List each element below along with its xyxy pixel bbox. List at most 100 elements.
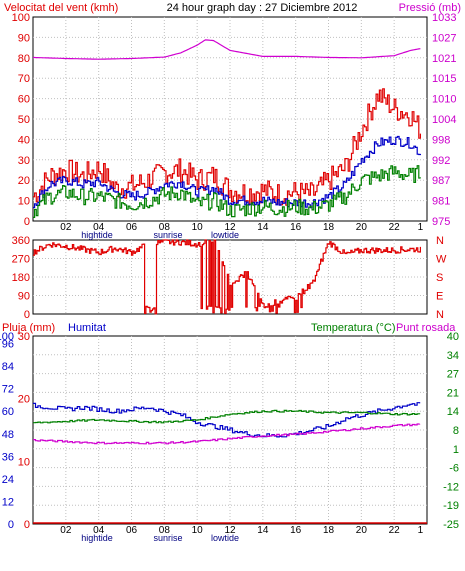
wind-tick-label: 60 bbox=[18, 94, 30, 106]
x-tick-label: 12 bbox=[224, 525, 236, 536]
x-tick-label: 06 bbox=[126, 525, 138, 536]
x-tick-label: 18 bbox=[323, 525, 335, 536]
humidity-axis-title: Humitat bbox=[68, 322, 106, 334]
direction-tick-label: 0 bbox=[24, 309, 30, 321]
lowtide-label-bottom: lowtide bbox=[211, 533, 239, 543]
graph-title: 24 hour graph day : 27 Diciembre 2012 bbox=[167, 2, 358, 14]
series-line-wind bbox=[33, 135, 421, 209]
sunrise-label-bottom: sunrise bbox=[153, 533, 182, 543]
series-line-gust bbox=[33, 88, 421, 206]
temperature-tick-label: -25 bbox=[443, 519, 459, 531]
series-line-avg bbox=[33, 165, 421, 218]
x-tick-label: 04 bbox=[93, 525, 105, 536]
series-line-dewpoint bbox=[33, 423, 421, 445]
x-tick-label: 22 bbox=[389, 525, 401, 536]
hightide-label-bottom: hightide bbox=[81, 533, 113, 543]
direction-tick-label: 270 bbox=[12, 254, 30, 266]
x-tick-label: 02 bbox=[60, 525, 72, 536]
rain-tick-label: 10 bbox=[18, 456, 30, 468]
direction-tick-label: 180 bbox=[12, 272, 30, 284]
direction-tick-label: 90 bbox=[18, 291, 30, 303]
x-tick-label: 22 bbox=[389, 222, 401, 233]
sunrise-label: sunrise bbox=[153, 230, 182, 240]
temperature-tick-label: 27 bbox=[447, 369, 459, 381]
panel-climate-series bbox=[33, 402, 427, 524]
x-tick-label: 20 bbox=[356, 525, 368, 536]
axis-tick-labels: 0102030405060708090100975981987992998100… bbox=[0, 12, 459, 531]
wind-tick-label: 30 bbox=[18, 155, 30, 167]
pressure-axis-title: Pressió (mb) bbox=[399, 2, 461, 14]
pressure-tick-label: 987 bbox=[432, 175, 450, 187]
humidity-tick-label: 12 bbox=[2, 496, 14, 508]
wind-tick-label: 40 bbox=[18, 134, 30, 146]
humidity-tick-label: 0 bbox=[8, 519, 14, 531]
x-tick-label: 18 bbox=[323, 222, 335, 233]
series-line-humidity bbox=[33, 402, 421, 438]
wind-tick-label: 10 bbox=[18, 196, 30, 208]
pressure-tick-label: 1021 bbox=[432, 53, 456, 65]
compass-label: E bbox=[436, 291, 443, 303]
temperature-tick-label: 40 bbox=[447, 331, 459, 343]
x-tick-label: 1 bbox=[418, 525, 424, 536]
x-tick-label: 04 bbox=[93, 222, 105, 233]
wind-tick-label: 90 bbox=[18, 32, 30, 44]
panel-wind-series bbox=[32, 39, 421, 218]
pressure-tick-label: 992 bbox=[432, 155, 450, 167]
x-tick-label: 06 bbox=[126, 222, 138, 233]
wind-speed-axis-title: Velocitat del vent (kmh) bbox=[4, 2, 118, 14]
pressure-tick-label: 975 bbox=[432, 216, 450, 228]
humidity-tick-label: 48 bbox=[2, 429, 14, 441]
lowtide-label: lowtide bbox=[211, 230, 239, 240]
temperature-tick-label: 21 bbox=[447, 387, 459, 399]
dewpoint-axis-title: Punt rosada bbox=[396, 322, 456, 334]
pressure-tick-label: 1010 bbox=[432, 94, 456, 106]
compass-label: W bbox=[436, 254, 447, 266]
x-tick-label: 20 bbox=[356, 222, 368, 233]
wind-tick-label: 20 bbox=[18, 175, 30, 187]
rain-tick-label: 30 bbox=[18, 331, 30, 343]
x-tick-label: 08 bbox=[159, 525, 171, 536]
panel-wind-x-labels: 02 04 06 08 10 12 14 16 18 20 22 1 bbox=[60, 222, 423, 233]
humidity-tick-label: 100 bbox=[0, 331, 14, 343]
panel-climate-grid bbox=[33, 336, 427, 524]
x-tick-label: 10 bbox=[192, 525, 204, 536]
x-tick-label: 1 bbox=[418, 222, 424, 233]
series-line-temperature bbox=[33, 409, 421, 424]
temperature-tick-label: 34 bbox=[447, 350, 459, 362]
temperature-tick-label: -19 bbox=[443, 500, 459, 512]
wind-tick-label: 0 bbox=[24, 216, 30, 228]
x-tick-label: 16 bbox=[290, 525, 302, 536]
x-tick-label: 14 bbox=[257, 525, 269, 536]
panel-wind-grid bbox=[33, 17, 427, 221]
compass-label: N bbox=[436, 309, 444, 321]
humidity-tick-label: 24 bbox=[2, 474, 14, 486]
x-tick-label: 12 bbox=[224, 222, 236, 233]
panel-climate-x-labels: 02 04 06 08 10 12 14 16 18 20 22 1 bbox=[60, 525, 423, 536]
temperature-tick-label: 8 bbox=[453, 425, 459, 437]
pressure-tick-label: 1027 bbox=[432, 32, 456, 44]
humidity-tick-label: 36 bbox=[2, 451, 14, 463]
temperature-tick-label: -12 bbox=[443, 481, 459, 493]
temperature-axis-title: Temperatura (°C) bbox=[311, 322, 395, 334]
temperature-tick-label: -6 bbox=[449, 463, 459, 475]
pressure-tick-label: 1004 bbox=[432, 114, 456, 126]
series-line-direction bbox=[33, 239, 421, 315]
x-tick-label: 14 bbox=[257, 222, 269, 233]
rain-axis-title: Pluja (mm) bbox=[2, 322, 55, 334]
temperature-tick-label: 1 bbox=[453, 444, 459, 456]
wind-tick-label: 70 bbox=[18, 73, 30, 85]
humidity-tick-label: 84 bbox=[2, 361, 14, 373]
pressure-tick-label: 1015 bbox=[432, 73, 456, 85]
pressure-tick-label: 998 bbox=[432, 134, 450, 146]
wind-tick-label: 80 bbox=[18, 53, 30, 65]
humidity-tick-label: 60 bbox=[2, 406, 14, 418]
compass-label: S bbox=[436, 272, 443, 284]
x-tick-label: 08 bbox=[159, 222, 171, 233]
wind-tick-label: 100 bbox=[12, 12, 30, 24]
temperature-tick-label: 14 bbox=[447, 406, 459, 418]
humidity-tick-label: 96 bbox=[2, 339, 14, 351]
wind-tick-label: 50 bbox=[18, 114, 30, 126]
pressure-tick-label: 981 bbox=[432, 196, 450, 208]
